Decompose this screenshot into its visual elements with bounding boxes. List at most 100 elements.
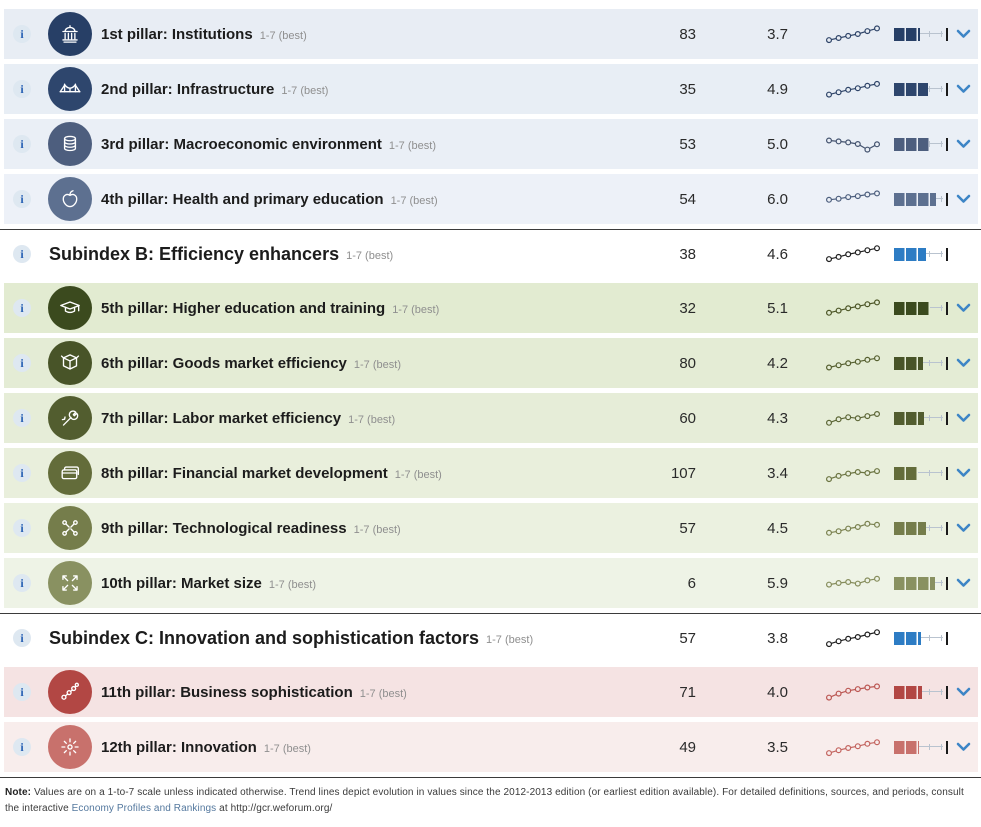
score-value: 4.5 [767,519,788,537]
label-cell: 4th pillar: Health and primary education… [96,174,618,224]
score-cell: 5.0 [698,119,790,169]
score-cell: 4.5 [698,503,790,553]
subindex-row[interactable]: i Subindex C: Innovation and sophisticat… [4,614,978,662]
info-icon[interactable]: i [13,80,31,98]
trend-cell [790,448,888,498]
score-bar-max-tick [946,466,948,480]
chevron-down-icon[interactable] [956,194,971,204]
row-label: 8th pillar: Financial market development [101,464,388,482]
row-label: 11th pillar: Business sophistication [101,683,353,701]
label-cell: 2nd pillar: Infrastructure 1-7 (best) [96,64,618,114]
score-bar-fill [894,466,918,480]
info-icon[interactable]: i [13,738,31,756]
score-bar [888,448,948,498]
pillar-row[interactable]: i 12th pillar: Innovation 1-7 (best) 49 … [4,722,978,772]
trend-sparkline [824,295,882,321]
score-bar [888,558,948,608]
chevron-cell [948,230,978,278]
chevron-down-icon[interactable] [956,687,971,697]
score-bar-fill [894,82,929,96]
pillar-row[interactable]: i 5th pillar: Higher education and train… [4,283,978,333]
scale-label: 1-7 (best) [259,29,307,42]
pillar-row[interactable]: i 4th pillar: Health and primary educati… [4,174,978,224]
trend-cell [790,667,888,717]
info-icon[interactable]: i [13,245,31,263]
rank-cell: 71 [618,667,698,717]
info-icon[interactable]: i [13,190,31,208]
row-label: 2nd pillar: Infrastructure [101,80,275,98]
higher-education-icon [48,286,92,330]
rank-cell: 57 [618,503,698,553]
chevron-down-icon[interactable] [956,139,971,149]
score-bar [888,230,948,278]
chevron-cell [948,64,978,114]
chevron-down-icon[interactable] [956,523,971,533]
info-icon[interactable]: i [13,464,31,482]
label-cell: 9th pillar: Technological readiness 1-7 … [96,503,618,553]
institutions-icon [48,12,92,56]
score-value: 4.6 [767,245,788,263]
score-value: 5.1 [767,299,788,317]
chevron-down-icon[interactable] [956,468,971,478]
chevron-down-icon[interactable] [956,413,971,423]
score-cell: 4.2 [698,338,790,388]
label-cell: Subindex C: Innovation and sophisticatio… [44,614,618,662]
chevron-down-icon[interactable] [956,742,971,752]
pillar-row[interactable]: i 3rd pillar: Macroeconomic environment … [4,119,978,169]
rank-value: 80 [679,354,696,372]
labor-market-icon [48,396,92,440]
score-cell: 6.0 [698,174,790,224]
score-bar-max-tick [946,411,948,425]
pillar-row[interactable]: i 7th pillar: Labor market efficiency 1-… [4,393,978,443]
label-cell: 8th pillar: Financial market development… [96,448,618,498]
financial-market-icon [48,451,92,495]
pillar-rows-list: i 1st pillar: Institutions 1-7 (best) 83… [0,9,981,772]
rank-cell: 107 [618,448,698,498]
chevron-down-icon[interactable] [956,29,971,39]
info-icon[interactable]: i [13,354,31,372]
score-bar-track [894,470,943,476]
business-sophistication-icon [48,670,92,714]
info-icon[interactable]: i [13,25,31,43]
score-bar-max-tick [946,192,948,206]
score-cell: 3.7 [698,9,790,59]
scale-label: 1-7 (best) [346,249,394,262]
info-icon[interactable]: i [13,683,31,701]
score-bar-max-tick [946,247,948,261]
info-icon[interactable]: i [13,519,31,537]
pillar-row[interactable]: i 11th pillar: Business sophistication 1… [4,667,978,717]
rank-cell: 53 [618,119,698,169]
rank-cell: 57 [618,614,698,662]
info-cell: i [4,64,44,114]
trend-cell [790,9,888,59]
rank-value: 57 [679,519,696,537]
trend-cell [790,614,888,662]
info-icon[interactable]: i [13,629,31,647]
scale-label: 1-7 (best) [353,523,401,536]
score-bar-fill [894,247,927,261]
chevron-cell [948,283,978,333]
info-icon[interactable]: i [13,574,31,592]
chevron-down-icon[interactable] [956,84,971,94]
trend-sparkline [824,679,882,705]
pillar-row[interactable]: i 10th pillar: Market size 1-7 (best) 6 … [4,558,978,608]
rank-cell: 54 [618,174,698,224]
pillar-row[interactable]: i 8th pillar: Financial market developme… [4,448,978,498]
info-cell: i [4,9,44,59]
row-label: 3rd pillar: Macroeconomic environment [101,135,382,153]
chevron-down-icon[interactable] [956,303,971,313]
infrastructure-icon [48,67,92,111]
chevron-down-icon[interactable] [956,578,971,588]
pillar-row[interactable]: i 6th pillar: Goods market efficiency 1-… [4,338,978,388]
info-cell: i [4,667,44,717]
pillar-row[interactable]: i 1st pillar: Institutions 1-7 (best) 83… [4,9,978,59]
score-bar-fill [894,576,936,590]
score-bar [888,503,948,553]
pillar-row[interactable]: i 2nd pillar: Infrastructure 1-7 (best) … [4,64,978,114]
info-icon[interactable]: i [13,409,31,427]
info-icon[interactable]: i [13,299,31,317]
chevron-down-icon[interactable] [956,358,971,368]
pillar-row[interactable]: i 9th pillar: Technological readiness 1-… [4,503,978,553]
info-icon[interactable]: i [13,135,31,153]
subindex-row[interactable]: i Subindex B: Efficiency enhancers 1-7 (… [4,230,978,278]
